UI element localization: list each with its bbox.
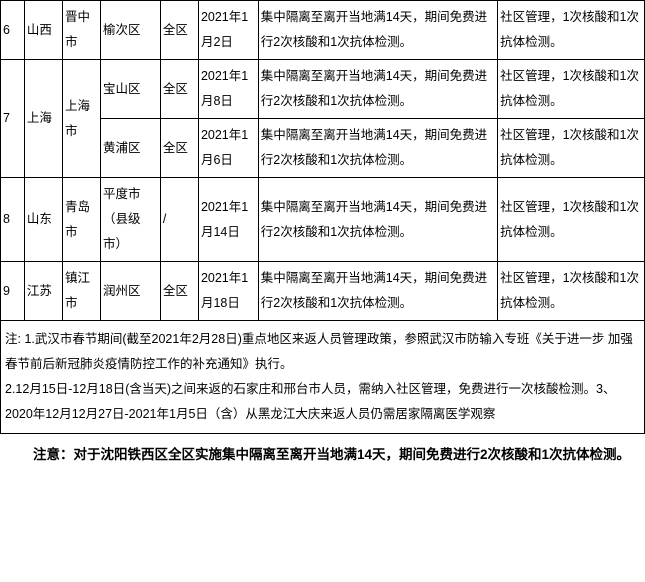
policy2-cell: 社区管理，1次核酸和1次抗体检测。 [498, 60, 645, 119]
table-row: 8山东青岛市平度市（县级市）/2021年1月14日集中隔离至离开当地满14天，期… [1, 178, 645, 262]
date-cell: 2021年1月2日 [198, 1, 258, 60]
district-cell: 平度市（县级市） [101, 178, 161, 262]
row-number: 8 [1, 178, 25, 262]
scope-cell: 全区 [160, 1, 198, 60]
city-cell: 镇江市 [62, 262, 100, 321]
province-cell: 山东 [24, 178, 62, 262]
table-row: 6山西晋中市榆次区全区2021年1月2日集中隔离至离开当地满14天，期间免费进行… [1, 1, 645, 60]
date-cell: 2021年1月8日 [198, 60, 258, 119]
bottom-note: 注意：对于沈阳铁西区全区实施集中隔离至离开当地满14天，期间免费进行2次核酸和1… [0, 434, 645, 472]
scope-cell: 全区 [160, 60, 198, 119]
policy2-cell: 社区管理，1次核酸和1次抗体检测。 [498, 1, 645, 60]
policy-table: 6山西晋中市榆次区全区2021年1月2日集中隔离至离开当地满14天，期间免费进行… [0, 0, 645, 434]
policy1-cell: 集中隔离至离开当地满14天，期间免费进行2次核酸和1次抗体检测。 [258, 178, 497, 262]
district-cell: 润州区 [101, 262, 161, 321]
district-cell: 黄浦区 [101, 119, 161, 178]
policy2-cell: 社区管理，1次核酸和1次抗体检测。 [498, 262, 645, 321]
policy1-cell: 集中隔离至离开当地满14天，期间免费进行2次核酸和1次抗体检测。 [258, 1, 497, 60]
scope-cell: 全区 [160, 262, 198, 321]
date-cell: 2021年1月6日 [198, 119, 258, 178]
policy1-cell: 集中隔离至离开当地满14天，期间免费进行2次核酸和1次抗体检测。 [258, 262, 497, 321]
row-number: 9 [1, 262, 25, 321]
province-cell: 江苏 [24, 262, 62, 321]
row-number: 6 [1, 1, 25, 60]
city-cell: 青岛市 [62, 178, 100, 262]
table-row: 9江苏镇江市润州区全区2021年1月18日集中隔离至离开当地满14天，期间免费进… [1, 262, 645, 321]
district-cell: 宝山区 [101, 60, 161, 119]
date-cell: 2021年1月18日 [198, 262, 258, 321]
city-cell: 晋中市 [62, 1, 100, 60]
policy1-cell: 集中隔离至离开当地满14天，期间免费进行2次核酸和1次抗体检测。 [258, 60, 497, 119]
policy2-cell: 社区管理，1次核酸和1次抗体检测。 [498, 178, 645, 262]
table-row: 7上海上海市宝山区全区2021年1月8日集中隔离至离开当地满14天，期间免费进行… [1, 60, 645, 119]
date-cell: 2021年1月14日 [198, 178, 258, 262]
notes-cell: 注: 1.武汉市春节期间(截至2021年2月28日)重点地区来返人员管理政策，参… [1, 321, 645, 434]
scope-cell: / [160, 178, 198, 262]
province-cell: 上海 [24, 60, 62, 178]
policy1-cell: 集中隔离至离开当地满14天，期间免费进行2次核酸和1次抗体检测。 [258, 119, 497, 178]
city-cell: 上海市 [62, 60, 100, 178]
row-number: 7 [1, 60, 25, 178]
district-cell: 榆次区 [101, 1, 161, 60]
province-cell: 山西 [24, 1, 62, 60]
policy2-cell: 社区管理，1次核酸和1次抗体检测。 [498, 119, 645, 178]
notes-row: 注: 1.武汉市春节期间(截至2021年2月28日)重点地区来返人员管理政策，参… [1, 321, 645, 434]
scope-cell: 全区 [160, 119, 198, 178]
